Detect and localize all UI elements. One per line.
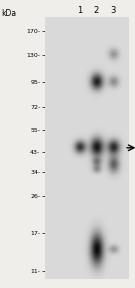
FancyBboxPatch shape — [91, 17, 102, 279]
Text: 3: 3 — [110, 6, 116, 15]
FancyBboxPatch shape — [107, 17, 119, 279]
FancyBboxPatch shape — [74, 17, 86, 279]
Text: 1: 1 — [77, 6, 82, 15]
Text: kDa: kDa — [1, 9, 16, 18]
Text: 2: 2 — [94, 6, 99, 15]
